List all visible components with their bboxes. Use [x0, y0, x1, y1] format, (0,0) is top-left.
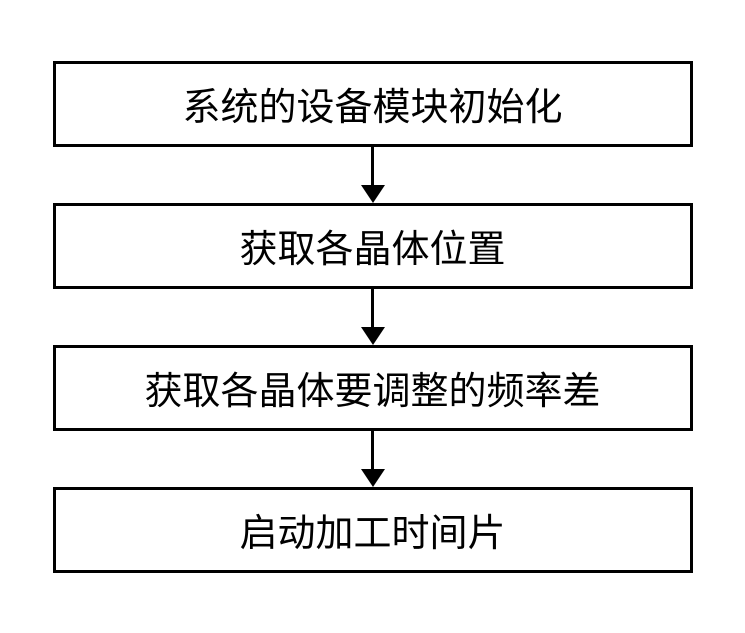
flowchart-arrow [361, 431, 385, 487]
flowchart-arrow [361, 147, 385, 203]
arrow-line [371, 289, 374, 327]
flowchart-node: 获取各晶体要调整的频率差 [53, 345, 693, 431]
flowchart-container: 系统的设备模块初始化 获取各晶体位置 获取各晶体要调整的频率差 启动加工时间片 [20, 61, 725, 573]
arrow-head-icon [361, 469, 385, 487]
arrow-head-icon [361, 327, 385, 345]
arrow-line [371, 431, 374, 469]
node-label: 获取各晶体位置 [239, 218, 505, 273]
flowchart-node: 获取各晶体位置 [53, 203, 693, 289]
arrow-line [371, 147, 374, 185]
flowchart-arrow [361, 289, 385, 345]
node-label: 启动加工时间片 [239, 502, 505, 557]
flowchart-node: 启动加工时间片 [53, 487, 693, 573]
arrow-head-icon [361, 185, 385, 203]
flowchart-node: 系统的设备模块初始化 [53, 61, 693, 147]
node-label: 获取各晶体要调整的频率差 [144, 360, 600, 415]
node-label: 系统的设备模块初始化 [182, 76, 562, 131]
